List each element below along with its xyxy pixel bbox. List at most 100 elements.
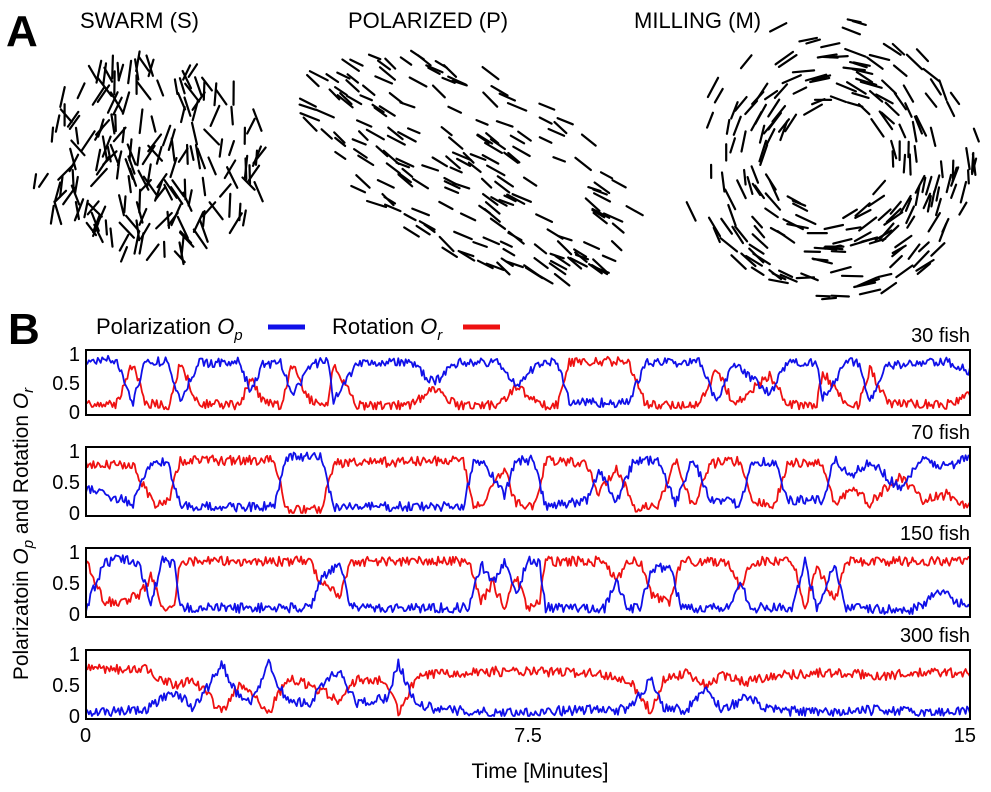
fish-mark <box>751 215 764 229</box>
fish-mark <box>459 212 477 222</box>
fish-mark <box>490 196 508 207</box>
fish-mark <box>786 195 802 205</box>
fish-mark <box>877 208 892 221</box>
fish-mark <box>447 75 467 86</box>
fish-mark <box>202 210 206 228</box>
fish-mark <box>902 84 915 103</box>
x-axis-title: Time [Minutes] <box>472 760 609 783</box>
fish-mark <box>373 106 388 118</box>
fish-mark <box>902 153 907 174</box>
fish-mark <box>764 173 777 191</box>
fish-mark <box>804 73 828 82</box>
fish-mark <box>59 108 73 124</box>
fish-mark <box>403 226 420 238</box>
fish-mark <box>915 114 928 137</box>
fish-mark <box>345 94 363 106</box>
fish-mark <box>536 273 554 285</box>
fish-mark <box>443 176 457 185</box>
fish-mark <box>345 79 360 93</box>
fish-mark <box>587 186 602 193</box>
y-tick-label: 0 <box>69 706 80 728</box>
fish-mark <box>730 101 739 120</box>
fish-mark <box>181 69 193 90</box>
fish-mark <box>851 91 870 100</box>
panel-a: A SWARM (S) POLARIZED (P) MILLING (M) <box>6 7 980 301</box>
fish-mark <box>408 76 428 88</box>
fish-mark <box>556 117 574 126</box>
fish-mark <box>482 91 499 108</box>
fish-mark <box>829 95 848 104</box>
fish-mark <box>744 254 764 267</box>
fish-mark <box>378 66 396 81</box>
fish-mark <box>384 203 402 213</box>
fish-mark <box>908 153 912 176</box>
fish-mark <box>496 261 511 276</box>
rotation-line <box>85 663 971 717</box>
fish-mark <box>905 205 916 225</box>
fish-mark <box>934 197 942 217</box>
timeseries-panel: 150 fish 0 0.5 1 <box>52 523 971 626</box>
fish-mark <box>397 173 414 188</box>
fish-mark <box>734 95 748 112</box>
fish-mark <box>194 76 203 98</box>
fish-mark <box>462 151 475 164</box>
milling-title: MILLING (M) <box>634 8 761 33</box>
rotation-line <box>85 454 971 514</box>
fish-mark <box>881 79 898 95</box>
fish-mark <box>930 242 946 257</box>
fish-mark <box>87 64 99 81</box>
fish-mark <box>921 176 927 194</box>
legend-polarization-label: Polarization Op <box>96 314 243 344</box>
fish-mark <box>512 145 531 158</box>
fish-mark <box>138 207 148 226</box>
fish-mark <box>876 272 893 279</box>
fish-mark <box>341 58 360 73</box>
fish-mark <box>815 294 831 298</box>
fish-mark <box>83 199 89 219</box>
fish-mark <box>308 70 329 82</box>
fish-mark <box>868 89 884 103</box>
fish-mark <box>941 217 950 233</box>
fish-mark <box>383 196 397 205</box>
fish-mark <box>727 203 737 227</box>
fish-mark <box>192 228 208 250</box>
fish-mark <box>853 231 872 243</box>
y-tick-label: 0 <box>69 604 80 626</box>
fish-mark <box>592 192 612 203</box>
fish-mark <box>371 103 385 114</box>
fish-mark <box>378 105 396 117</box>
fish-mark <box>119 246 129 263</box>
polarization-line <box>85 658 971 717</box>
fish-mark <box>724 188 737 211</box>
fish-mark <box>127 175 132 194</box>
fish-mark <box>163 179 178 199</box>
fish-mark <box>732 115 742 136</box>
timeseries-panel: 30 fish 0 0.5 1 <box>52 325 971 424</box>
y-tick-label: 0.5 <box>52 675 80 697</box>
fish-mark <box>150 115 157 133</box>
fish-mark <box>507 231 523 242</box>
fish-mark <box>357 154 375 167</box>
fish-mark <box>553 272 571 287</box>
fish-mark <box>959 180 968 204</box>
fish-mark <box>399 56 413 66</box>
fish-mark <box>111 54 115 80</box>
fish-mark <box>851 20 867 26</box>
fish-mark <box>80 130 96 152</box>
fish-mark <box>791 69 816 74</box>
milling-school-image <box>685 18 980 301</box>
fish-mark <box>472 241 488 248</box>
fish-mark <box>574 251 588 263</box>
fish-mark <box>881 224 900 242</box>
fish-mark <box>180 233 185 258</box>
fish-mark <box>965 147 971 171</box>
fish-mark <box>858 216 878 232</box>
fish-mark <box>583 241 601 250</box>
fish-mark <box>712 226 721 244</box>
fish-mark <box>538 116 553 125</box>
fish-mark <box>705 111 715 129</box>
fish-mark <box>875 93 894 105</box>
fish-mark <box>867 194 886 208</box>
fish-mark <box>533 257 549 270</box>
fish-mark <box>102 62 108 86</box>
